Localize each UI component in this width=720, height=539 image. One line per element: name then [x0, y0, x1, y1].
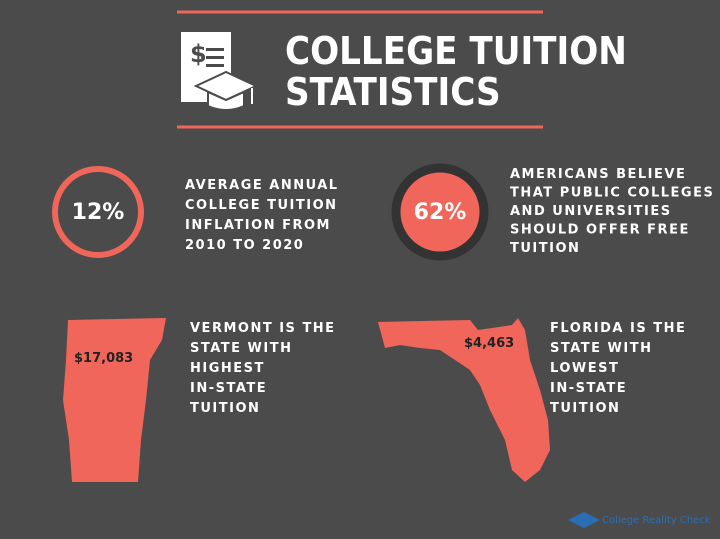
body-line: FLORIDA IS THE [550, 321, 686, 336]
state-amount: $4,463 [464, 336, 514, 351]
body-line: COLLEGE TUITION [185, 198, 338, 213]
body-line: TUITION [190, 401, 260, 416]
stat-value: 62% [414, 200, 467, 225]
body-line: INFLATION FROM [185, 218, 331, 233]
body-line: IN-STATE [550, 381, 627, 396]
body-line: VERMONT IS THE [190, 321, 336, 336]
body-line: THAT PUBLIC COLLEGES [510, 186, 714, 201]
watermark-text: College Reality Check [602, 515, 711, 526]
body-line: STATE WITH [190, 341, 292, 356]
body-line: AVERAGE ANNUAL [185, 178, 339, 193]
title-line: STATISTICS [285, 70, 501, 114]
title-line: COLLEGE TUITION [285, 29, 627, 73]
body-line: 2010 TO 2020 [185, 238, 304, 253]
body-line: TUITION [510, 241, 580, 256]
icon: $ [181, 32, 259, 111]
stat-ring [52, 166, 144, 258]
body-line: HIGHEST [190, 361, 265, 376]
body-line: AND UNIVERSITIES [510, 204, 672, 219]
body-line: AMERICANS BELIEVE [510, 167, 686, 182]
watermark: College Reality Check [568, 512, 711, 528]
body-line: IN-STATE [190, 381, 267, 396]
stat-value: 12% [72, 200, 125, 225]
vermont-map [63, 318, 166, 482]
stat-disc [391, 163, 489, 261]
state-amount: $17,083 [74, 351, 133, 366]
body-line: TUITION [550, 401, 620, 416]
body-line: LOWEST [550, 361, 619, 376]
florida-map [378, 318, 550, 482]
body-line: SHOULD OFFER FREE [510, 223, 690, 238]
svg-text:$: $ [190, 40, 207, 68]
body-line: STATE WITH [550, 341, 652, 356]
